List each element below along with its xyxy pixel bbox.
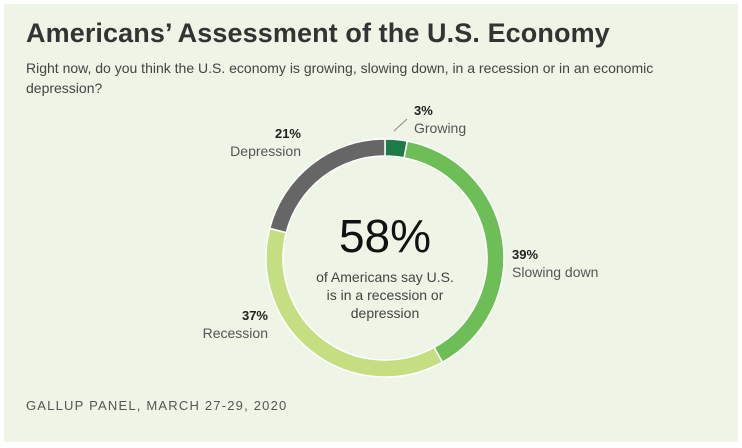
- category-label-slowing-down: Slowing down: [512, 264, 598, 280]
- value-label-recession: 37%: [242, 308, 268, 323]
- source-note: GALLUP PANEL, MARCH 27-29, 2020: [26, 398, 288, 413]
- category-label-depression: Depression: [230, 143, 301, 159]
- category-label-recession: Recession: [203, 325, 268, 341]
- donut-segments: [265, 138, 505, 378]
- slice-depression: [268, 138, 386, 234]
- growing-leader-line: [393, 118, 408, 132]
- donut-labels: 3% Growing 39% Slowing down 37% Recession 21% D…: [203, 103, 599, 341]
- value-label-growing: 3%: [414, 103, 433, 118]
- center-note-line-1: of Americans say U.S.: [316, 269, 454, 285]
- category-label-growing: Growing: [414, 120, 466, 136]
- chart-subtitle: Right now, do you think the U.S. economy…: [26, 60, 654, 96]
- chart-title: Americans’ Assessment of the U.S. Econom…: [26, 18, 610, 48]
- center-note-line-3: depression: [351, 305, 420, 321]
- center-value: 58%: [339, 210, 431, 262]
- value-label-slowing-down: 39%: [512, 247, 538, 262]
- value-label-depression: 21%: [275, 126, 301, 141]
- center-note-line-2: is in a recession or: [327, 287, 444, 303]
